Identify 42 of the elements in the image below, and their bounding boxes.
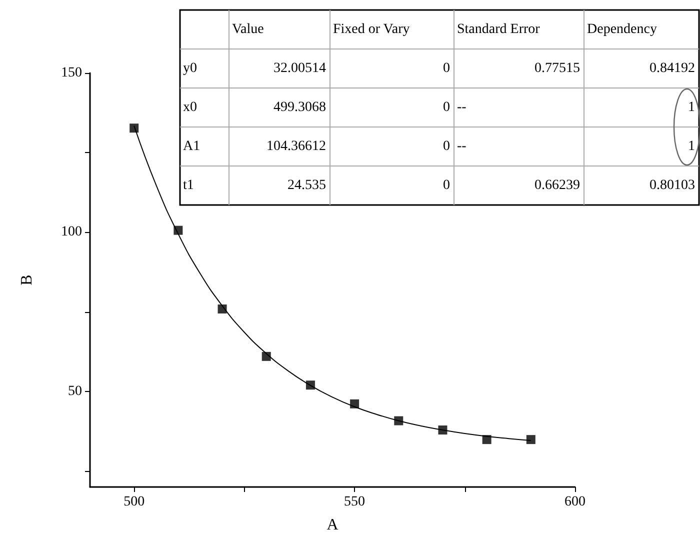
point	[306, 380, 315, 390]
annotation: 0	[443, 178, 450, 193]
y-tick-label: 100	[61, 224, 82, 240]
annotation: t1	[183, 178, 194, 193]
annotation: 0.66239	[534, 178, 580, 193]
point	[438, 425, 448, 434]
annotation: 0	[443, 139, 450, 154]
point	[174, 226, 183, 235]
x-tick-label: 600	[564, 494, 586, 510]
point	[350, 399, 360, 408]
point	[262, 352, 271, 361]
x-tick-label: 500	[124, 494, 145, 510]
text: Standard Error	[457, 22, 540, 37]
point	[130, 124, 139, 133]
annotation: 0.77515	[534, 61, 580, 76]
text: 0.80103	[650, 178, 695, 193]
text: 1	[688, 139, 695, 154]
annotation: 24.535	[288, 178, 326, 193]
annotation: 0	[443, 100, 450, 115]
y-tick-label: 50	[68, 384, 82, 399]
annotation: --	[457, 139, 467, 154]
point	[394, 416, 404, 426]
annotation: --	[457, 100, 467, 115]
point	[218, 304, 227, 314]
text: Fixed or Vary	[333, 22, 410, 37]
annotation: 32.00514	[274, 61, 326, 76]
annotation: 499.3068	[274, 100, 326, 115]
y-axis-title: B	[18, 274, 36, 286]
annotation: 104.36612	[266, 139, 326, 154]
text: Dependency	[587, 22, 657, 37]
text: 0.84192	[650, 61, 695, 76]
annotation: y0	[183, 61, 197, 76]
text: 1	[688, 100, 695, 115]
point	[526, 435, 536, 444]
text: Value	[232, 22, 264, 37]
annotation: x0	[183, 100, 197, 115]
point	[482, 435, 492, 444]
x-tick-label: 550	[344, 494, 366, 510]
annotation: 0	[443, 61, 450, 76]
annotation: A1	[183, 139, 200, 154]
x-axis-title: A	[326, 516, 339, 534]
y-tick-label: 150	[61, 66, 82, 80]
